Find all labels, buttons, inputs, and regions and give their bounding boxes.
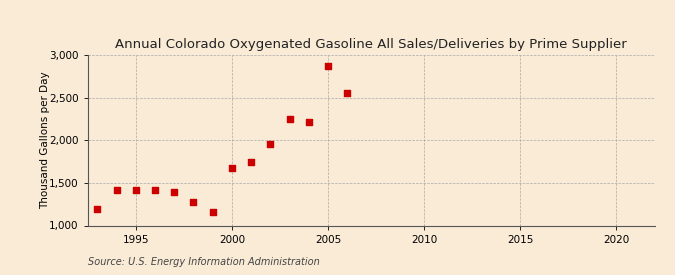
Point bbox=[130, 188, 141, 192]
Point bbox=[207, 210, 218, 214]
Point bbox=[284, 117, 295, 121]
Point bbox=[342, 90, 352, 95]
Point bbox=[169, 190, 180, 194]
Point bbox=[111, 188, 122, 192]
Point bbox=[227, 166, 238, 170]
Point bbox=[265, 141, 276, 146]
Title: Annual Colorado Oxygenated Gasoline All Sales/Deliveries by Prime Supplier: Annual Colorado Oxygenated Gasoline All … bbox=[115, 38, 627, 51]
Point bbox=[246, 160, 256, 164]
Point bbox=[188, 199, 199, 204]
Text: Source: U.S. Energy Information Administration: Source: U.S. Energy Information Administ… bbox=[88, 257, 319, 267]
Y-axis label: Thousand Gallons per Day: Thousand Gallons per Day bbox=[40, 72, 50, 209]
Point bbox=[323, 64, 333, 68]
Point bbox=[92, 207, 103, 211]
Point bbox=[303, 120, 314, 125]
Point bbox=[150, 188, 161, 192]
